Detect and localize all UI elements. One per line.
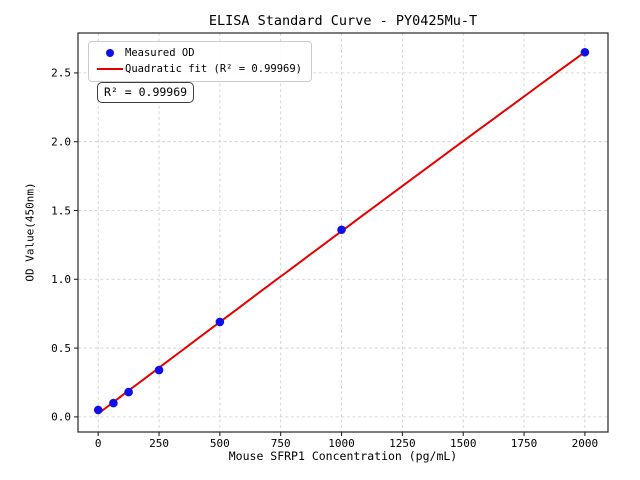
y-tick-label: 1.0 xyxy=(51,273,71,286)
legend-item-measured-od: Measured OD xyxy=(95,47,302,59)
x-axis-label: Mouse SFRP1 Concentration (pg/mL) xyxy=(228,449,458,463)
y-tick-label: 1.5 xyxy=(51,204,71,217)
chart-title: ELISA Standard Curve - PY0425Mu-T xyxy=(208,13,478,29)
legend-handle xyxy=(95,67,125,71)
x-tick-label: 1750 xyxy=(511,437,538,450)
blue-dot-marker-icon xyxy=(106,49,114,57)
legend-handle xyxy=(95,49,125,57)
x-tick-label: 1250 xyxy=(389,437,416,450)
legend-label-measured-od: Measured OD xyxy=(125,47,195,59)
x-tick-label: 500 xyxy=(210,437,230,450)
legend: Measured OD Quadratic fit (R² = 0.99969) xyxy=(88,41,313,82)
x-tick-label: 750 xyxy=(271,437,291,450)
legend-label-quadratic-fit: Quadratic fit (R² = 0.99969) xyxy=(125,63,303,75)
red-line-marker-icon xyxy=(97,67,123,71)
y-tick-label: 0.0 xyxy=(51,411,71,424)
x-tick-label: 1500 xyxy=(450,437,477,450)
data-point xyxy=(109,398,118,408)
data-point xyxy=(154,365,164,375)
y-tick-label: 2.0 xyxy=(51,135,71,148)
data-point xyxy=(93,405,103,415)
r-squared-annotation: R² = 0.99969 xyxy=(97,82,195,103)
y-tick-label: 0.5 xyxy=(51,342,71,355)
data-point xyxy=(215,317,225,327)
x-tick-label: 2000 xyxy=(572,437,599,450)
data-point xyxy=(124,387,133,397)
x-tick-label: 250 xyxy=(149,437,169,450)
plot-frame xyxy=(77,32,609,433)
legend-item-quadratic-fit: Quadratic fit (R² = 0.99969) xyxy=(95,63,302,75)
x-tick-label: 0 xyxy=(95,437,102,450)
y-axis-label: OD Value(450nm) xyxy=(23,182,37,282)
data-point xyxy=(580,47,590,57)
data-point xyxy=(337,225,346,235)
y-tick-label: 2.5 xyxy=(51,67,71,80)
x-tick-label: 1000 xyxy=(328,437,355,450)
